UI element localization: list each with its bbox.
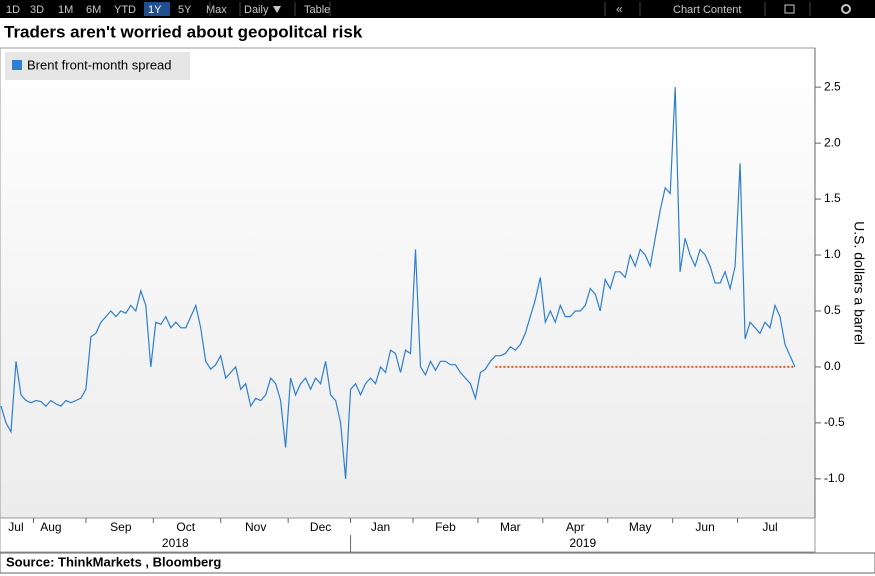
edit-button[interactable] [784, 4, 795, 14]
settings-button[interactable] [841, 4, 851, 14]
y-tick-label: 0.0 [824, 359, 841, 373]
y-tick-label: 1.0 [824, 247, 841, 261]
x-tick-label: Jul [762, 520, 777, 534]
toolbar-group: 1D 3D 1M 6M YTD 1Y 5Y Max Daily Table « Chart Conte… [6, 2, 851, 16]
range-button[interactable]: Max [206, 4, 227, 16]
year-label: 2019 [569, 536, 596, 550]
x-tick-label: May [629, 520, 652, 534]
x-tick-label: Jun [695, 520, 714, 534]
collapse-button[interactable]: « [616, 2, 623, 16]
source-bar [0, 552, 875, 574]
frequency-button[interactable]: Daily [244, 4, 269, 16]
y-tick-label: -1.0 [824, 471, 845, 485]
dropdown-icon [273, 6, 281, 13]
range-button[interactable]: 6M [86, 4, 101, 16]
year-label: 2018 [162, 536, 189, 550]
range-button[interactable]: 3D [30, 4, 44, 16]
x-tick-label: Feb [435, 520, 456, 534]
x-tick-label: Sep [110, 520, 132, 534]
data-line [0, 87, 796, 479]
x-tick-label: Jul [8, 520, 23, 534]
legend-label: Brent front-month spread [27, 57, 172, 72]
range-button[interactable]: YTD [114, 4, 136, 16]
toolbar [0, 0, 875, 18]
legend-swatch [12, 60, 22, 70]
chart-content-button[interactable]: Chart Content [673, 4, 741, 16]
y-tick-label: 2.0 [824, 135, 841, 149]
x-tick-label: Jan [371, 520, 390, 534]
plot-area [0, 47, 816, 519]
x-tick-label: Apr [566, 520, 585, 534]
table-button[interactable]: Table [304, 4, 330, 16]
x-tick-label: Aug [40, 520, 61, 534]
range-button[interactable]: 1D [6, 4, 20, 16]
range-button[interactable]: 1M [58, 4, 73, 16]
y-tick-label: 1.5 [824, 191, 841, 205]
y-tick-label: -0.5 [824, 415, 845, 429]
x-tick-label: Nov [245, 520, 266, 534]
range-button[interactable]: 1Y [148, 4, 162, 16]
y-tick-label: 0.5 [824, 303, 841, 317]
chart-title: Traders aren't worried about geopolitcal… [4, 22, 363, 41]
source: Source: ThinkMarkets , Bloomberg [6, 554, 221, 569]
y-tick-label: 2.5 [824, 79, 841, 93]
range-button[interactable]: 5Y [178, 4, 192, 16]
x-tick-label: Mar [500, 520, 521, 534]
x-tick-label: Oct [176, 520, 195, 534]
y-axis-label: U.S. dollars a barrel [851, 221, 867, 345]
x-tick-label: Dec [310, 520, 331, 534]
x-axis-area [0, 517, 816, 553]
active-range [144, 2, 170, 16]
legend [5, 52, 190, 80]
